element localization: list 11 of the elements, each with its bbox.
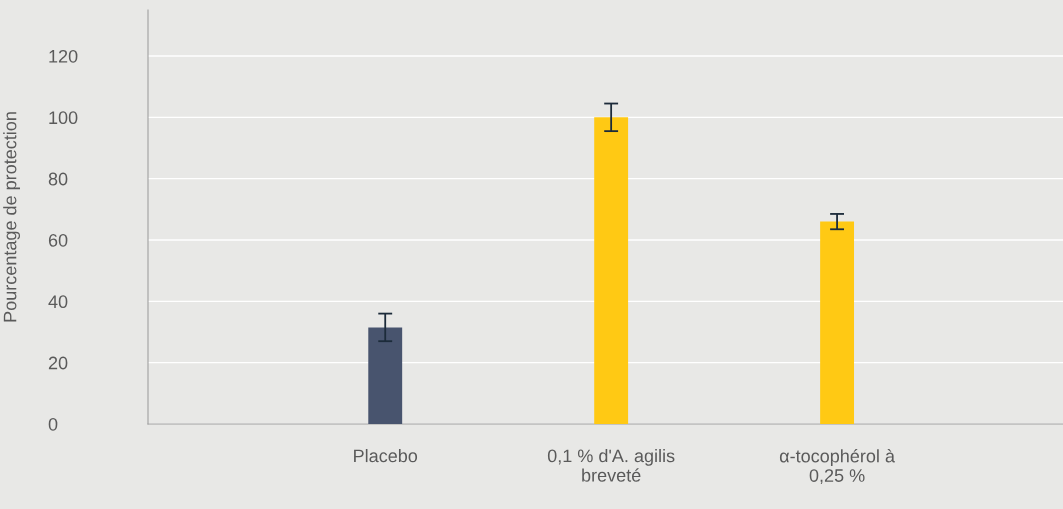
- y-tick-label: 40: [48, 295, 68, 309]
- y-tick-label: 120: [49, 49, 78, 63]
- y-axis-title: Pourcentage de protection: [3, 112, 20, 322]
- y-tick-label: 60: [48, 233, 68, 247]
- y-tick-label: 20: [48, 356, 68, 370]
- x-tick-label: 0,1 % d'A. agilis breveté: [547, 449, 675, 482]
- y-tick-label: 80: [48, 172, 68, 186]
- x-tick-label: Placebo: [354, 449, 418, 463]
- y-tick-label: 0: [48, 417, 58, 431]
- x-tick-label: α-tocophérol à 0,25 %: [779, 449, 895, 485]
- y-tick-label: 100: [49, 111, 78, 125]
